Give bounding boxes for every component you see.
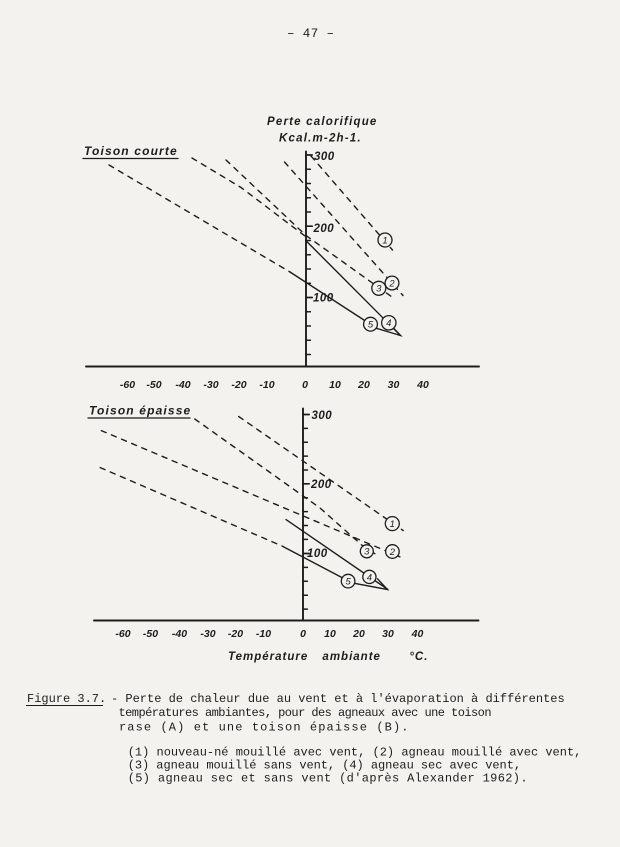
svg-text:10: 10 bbox=[329, 379, 341, 391]
svg-text:(1) nouveau-né mouillé avec ve: (1) nouveau-né mouillé avec vent, (2) ag… bbox=[128, 746, 582, 760]
svg-text:30: 30 bbox=[382, 628, 394, 640]
svg-text:Température ambiante °C.: Température ambiante °C. bbox=[228, 651, 428, 663]
svg-text:4: 4 bbox=[367, 572, 372, 583]
svg-text:2: 2 bbox=[389, 547, 396, 558]
svg-text:Figure 3.7.: Figure 3.7. bbox=[27, 692, 106, 706]
svg-text:-40: -40 bbox=[175, 379, 190, 391]
svg-text:20: 20 bbox=[357, 379, 370, 391]
svg-text:4: 4 bbox=[386, 318, 391, 329]
svg-text:300: 300 bbox=[314, 151, 335, 163]
svg-text:Toison courte: Toison courte bbox=[84, 144, 178, 158]
svg-text:100: 100 bbox=[313, 293, 334, 305]
svg-text:40: 40 bbox=[416, 379, 429, 391]
svg-text:-50: -50 bbox=[146, 379, 161, 391]
svg-text:(3) agneau mouillé sans vent,: (3) agneau mouillé sans vent, (4) agneau… bbox=[128, 759, 521, 773]
svg-text:1: 1 bbox=[382, 235, 387, 246]
svg-text:températures ambiantes, pour d: températures ambiantes, pour des agneaux… bbox=[119, 706, 492, 720]
svg-text:1: 1 bbox=[390, 519, 395, 530]
svg-text:200: 200 bbox=[310, 479, 332, 491]
svg-text:rase (A) et une toison épaisse: rase (A) et une toison épaisse (B). bbox=[119, 721, 410, 735]
svg-text:-60: -60 bbox=[120, 379, 135, 391]
svg-text:– 47 –: – 47 – bbox=[287, 27, 334, 41]
svg-text:2: 2 bbox=[388, 278, 395, 289]
svg-text:3: 3 bbox=[364, 547, 370, 558]
svg-text:(5) agneau sec et sans vent (d: (5) agneau sec et sans vent (d'après Ale… bbox=[128, 772, 528, 786]
svg-text:0: 0 bbox=[300, 628, 306, 640]
svg-text:-30: -30 bbox=[200, 628, 215, 640]
svg-text:-20: -20 bbox=[231, 379, 246, 391]
svg-text:-10: -10 bbox=[259, 379, 274, 391]
svg-text:3: 3 bbox=[376, 284, 382, 295]
svg-text:10: 10 bbox=[324, 628, 336, 640]
svg-text:30: 30 bbox=[388, 379, 400, 391]
svg-text:100: 100 bbox=[307, 548, 328, 560]
svg-text:- Perte de chaleur due au vent: - Perte de chaleur due au vent et à l'év… bbox=[111, 692, 565, 706]
svg-text:Kcal.m-2h-1.: Kcal.m-2h-1. bbox=[279, 133, 362, 145]
svg-text:0: 0 bbox=[302, 379, 308, 391]
svg-text:-40: -40 bbox=[172, 628, 187, 640]
svg-text:300: 300 bbox=[312, 410, 333, 422]
svg-text:-10: -10 bbox=[256, 628, 271, 640]
svg-text:5: 5 bbox=[345, 577, 351, 588]
svg-text:Perte calorifique: Perte calorifique bbox=[267, 116, 378, 128]
svg-text:-30: -30 bbox=[203, 379, 218, 391]
svg-text:200: 200 bbox=[313, 223, 335, 235]
svg-text:-20: -20 bbox=[228, 628, 243, 640]
svg-text:5: 5 bbox=[368, 320, 374, 331]
svg-text:20: 20 bbox=[352, 628, 365, 640]
svg-text:40: 40 bbox=[411, 628, 424, 640]
svg-text:-50: -50 bbox=[143, 628, 158, 640]
svg-text:Toison épaisse: Toison épaisse bbox=[89, 404, 191, 418]
svg-text:-60: -60 bbox=[115, 628, 130, 640]
